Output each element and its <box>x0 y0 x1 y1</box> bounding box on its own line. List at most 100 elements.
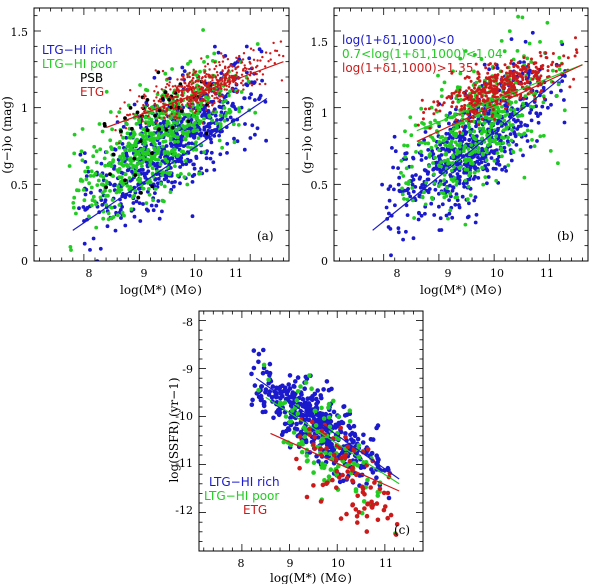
scatter-point <box>428 126 432 130</box>
scatter-point <box>152 75 157 80</box>
scatter-point <box>463 76 467 80</box>
scatter-point <box>497 141 502 146</box>
scatter-point <box>448 208 453 213</box>
scatter-point <box>524 66 528 70</box>
scatter-point <box>132 112 135 116</box>
scatter-point <box>225 74 228 78</box>
scatter-point <box>515 49 520 53</box>
scatter-point <box>516 132 521 137</box>
scatter-point <box>207 125 212 129</box>
scatter-point <box>476 99 479 103</box>
scatter-point <box>138 95 141 98</box>
scatter-point <box>253 110 258 115</box>
scatter-point <box>417 210 421 215</box>
scatter-point <box>202 116 206 121</box>
scatter-point <box>388 227 393 231</box>
scatter-point <box>225 111 229 115</box>
scatter-point <box>208 156 213 161</box>
scatter-point <box>509 138 514 143</box>
scatter-point <box>242 147 247 152</box>
scatter-point <box>423 211 427 216</box>
scatter-point <box>510 128 514 132</box>
scatter-point <box>295 375 301 380</box>
scatter-point <box>264 369 270 375</box>
scatter-point <box>413 185 418 189</box>
scatter-point <box>197 121 202 126</box>
scatter-point <box>255 78 259 81</box>
scatter-point <box>121 154 126 158</box>
scatter-point <box>80 158 85 163</box>
scatter-point <box>494 148 499 153</box>
scatter-point <box>181 78 185 81</box>
scatter-point <box>190 132 195 137</box>
scatter-point <box>343 431 348 436</box>
scatter-point <box>355 436 361 442</box>
scatter-point <box>86 169 91 174</box>
scatter-point <box>323 450 328 456</box>
scatter-point <box>172 140 177 144</box>
scatter-point <box>101 183 106 188</box>
scatter-point <box>307 373 312 378</box>
scatter-point <box>202 103 205 107</box>
scatter-point <box>217 138 222 143</box>
scatter-point <box>283 414 289 419</box>
scatter-point <box>462 170 466 175</box>
scatter-point <box>272 41 275 45</box>
panel-a-legend-psb: PSB <box>80 71 103 85</box>
scatter-point <box>463 157 468 161</box>
scatter-point <box>472 69 476 74</box>
scatter-point <box>259 384 265 389</box>
scatter-point <box>523 82 527 85</box>
scatter-point <box>221 80 224 83</box>
scatter-point <box>177 90 180 94</box>
scatter-point <box>192 76 195 80</box>
scatter-point <box>429 201 434 206</box>
scatter-point <box>454 192 459 197</box>
scatter-point <box>204 84 207 87</box>
panel-c-fits <box>255 377 400 492</box>
scatter-point <box>104 173 109 178</box>
scatter-point <box>170 97 173 100</box>
scatter-point <box>286 382 292 387</box>
scatter-point <box>230 103 235 108</box>
scatter-point <box>318 438 324 444</box>
scatter-point <box>536 120 541 125</box>
scatter-point <box>216 88 219 92</box>
scatter-point <box>148 163 152 168</box>
scatter-point <box>458 94 462 98</box>
scatter-point <box>147 114 150 118</box>
panel-b-x-axis-label: log(M*) (M⊙) <box>420 283 502 297</box>
scatter-point <box>74 211 78 216</box>
scatter-point <box>194 97 197 100</box>
scatter-point <box>422 122 426 126</box>
scatter-point <box>222 73 225 76</box>
scatter-point <box>212 51 217 56</box>
scatter-point <box>446 144 451 149</box>
scatter-point <box>481 152 485 157</box>
scatter-point <box>508 112 513 117</box>
scatter-point <box>183 81 186 84</box>
scatter-point <box>147 116 152 120</box>
scatter-point <box>303 380 309 385</box>
scatter-point <box>291 430 297 435</box>
scatter-point <box>540 104 545 109</box>
scatter-point <box>196 101 200 104</box>
scatter-point <box>562 108 567 113</box>
scatter-point <box>199 166 204 171</box>
scatter-point <box>255 72 258 76</box>
scatter-point <box>319 465 325 470</box>
scatter-point <box>123 172 128 177</box>
scatter-point <box>452 127 456 131</box>
scatter-point <box>168 81 171 84</box>
scatter-point <box>222 106 227 110</box>
scatter-point <box>508 107 513 112</box>
scatter-point <box>501 141 506 145</box>
scatter-point <box>401 237 405 242</box>
scatter-point <box>406 187 410 191</box>
scatter-point <box>216 50 221 55</box>
scatter-point <box>253 98 257 102</box>
scatter-point <box>523 94 528 98</box>
scatter-point <box>123 178 127 183</box>
scatter-point <box>351 423 357 429</box>
scatter-point <box>232 140 237 145</box>
